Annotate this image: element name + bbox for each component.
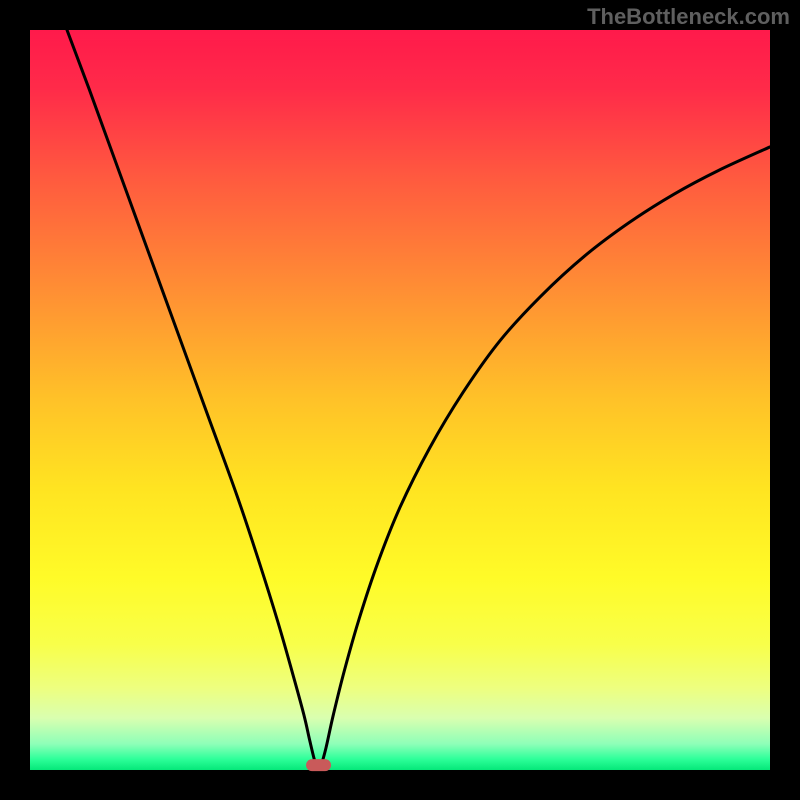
optimal-marker xyxy=(306,759,332,771)
plot-area xyxy=(30,30,770,770)
chart-frame: TheBottleneck.com xyxy=(0,0,800,800)
bottleneck-curves xyxy=(30,30,770,770)
watermark-text: TheBottleneck.com xyxy=(587,4,790,30)
